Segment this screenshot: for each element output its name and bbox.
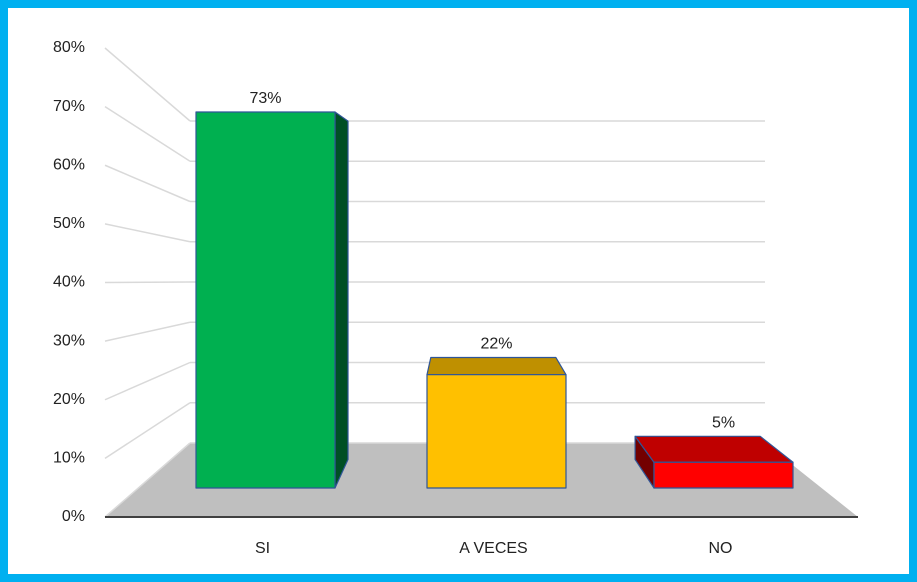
grid-line (104, 223, 191, 243)
x-tick-label: SI (255, 540, 270, 557)
grid-line (104, 105, 191, 162)
y-tick-label: 80% (53, 39, 85, 56)
y-tick-label: 40% (53, 274, 85, 291)
y-tick-label: 0% (62, 508, 85, 525)
grid-line (104, 47, 191, 122)
bar-side (334, 111, 349, 489)
bar-top (634, 435, 794, 463)
y-tick-label: 30% (53, 332, 85, 349)
y-tick-label: 60% (53, 156, 85, 173)
y-tick-label: 50% (53, 215, 85, 232)
value-label: 5% (712, 415, 735, 432)
grid-line (104, 442, 191, 518)
bar (653, 461, 794, 489)
grid-line (104, 164, 191, 203)
bar (426, 374, 567, 489)
grid-line (104, 281, 191, 284)
value-label: 73% (249, 90, 281, 107)
y-tick-label: 20% (53, 391, 85, 408)
value-label: 22% (480, 336, 512, 353)
x-tick-label: A VECES (459, 540, 527, 557)
x-tick-label: NO (709, 540, 733, 557)
grid-line (104, 402, 191, 460)
bar (195, 111, 336, 489)
bar-top (426, 356, 567, 376)
grid-line (104, 361, 191, 401)
y-tick-label: 70% (53, 98, 85, 115)
y-tick-label: 10% (53, 450, 85, 467)
grid-line (104, 321, 191, 342)
